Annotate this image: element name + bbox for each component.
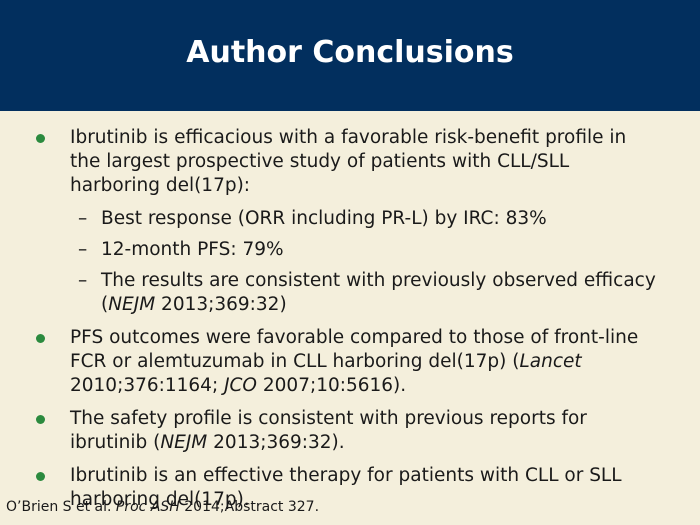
citation-detail: 2014;Abstract 327. [179,499,320,515]
bullet-dot-icon [36,472,45,481]
bullet-item: The safety profile is consistent with pr… [0,407,660,455]
sub-bullet-item: – 12-month PFS: 79% [0,238,661,262]
title-bar: Author Conclusions [0,0,700,111]
citation-detail: 2010;376:1164; [70,375,225,396]
bullet-text: The safety profile is consistent with pr… [70,408,587,453]
slide-content: Ibrutinib is efficacious with a favorabl… [0,126,700,521]
sub-bullet-item: – The results are consistent with previo… [0,269,661,317]
bullet-text: Ibrutinib is an effective therapy for pa… [70,465,622,510]
dash-icon: – [78,270,88,291]
journal-ref: NEJM [108,294,156,315]
citation-journal: Proc ASH [115,499,180,515]
sub-bullet-text: Best response (ORR including PR-L) by IR… [101,208,547,229]
bullet-item: Ibrutinib is efficacious with a favorabl… [0,126,660,198]
journal-ref: JCO [224,375,257,396]
journal-ref: Lancet [519,351,582,372]
citation-detail: 2007;10:5616). [257,375,407,396]
bullet-dot-icon [36,134,45,143]
dash-icon: – [78,208,88,229]
bullet-item: Ibrutinib is an effective therapy for pa… [0,464,660,512]
journal-ref: NEJM [160,432,208,453]
sub-bullet-text: 12-month PFS: 79% [101,239,284,260]
bullet-text: Ibrutinib is efficacious with a favorabl… [70,127,627,196]
slide-title: Author Conclusions [186,35,514,70]
sub-bullet-list: – Best response (ORR including PR-L) by … [0,207,700,317]
dash-icon: – [78,239,88,260]
bullet-text: PFS outcomes were favorable compared to … [70,327,639,372]
citation-authors: O’Brien S et al. [6,499,116,515]
sub-bullet-item: – Best response (ORR including PR-L) by … [0,207,661,231]
bullet-dot-icon [36,415,45,424]
bullet-dot-icon [36,334,45,343]
citation-detail: 2013;369:32). [207,432,345,453]
citation-detail: 2013;369:32) [155,294,287,315]
source-citation: O’Brien S et al. Proc ASH 2014;Abstract … [6,498,319,516]
bullet-item: PFS outcomes were favorable compared to … [0,326,660,398]
sub-bullet-text: The results are consistent with previous… [101,270,656,315]
